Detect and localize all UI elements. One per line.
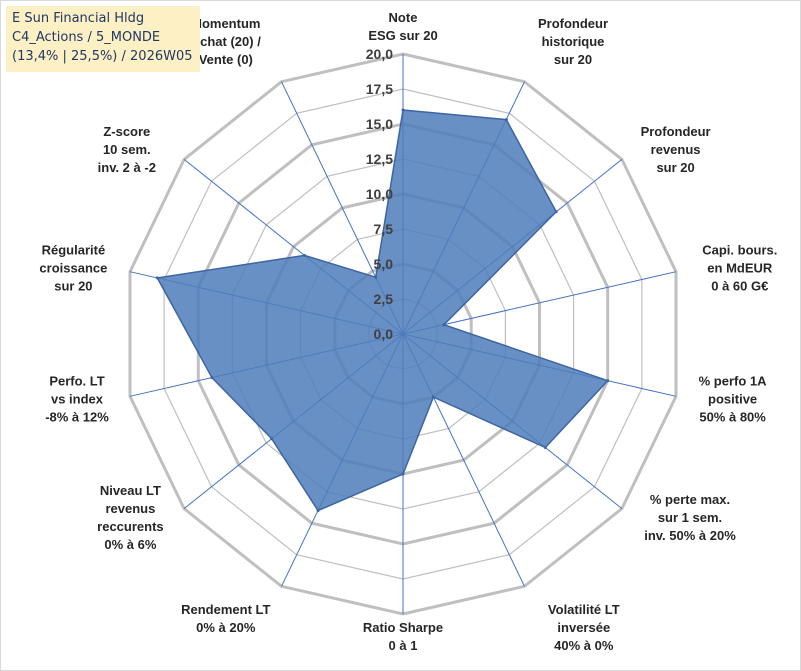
category-label-line: Régularité — [42, 242, 106, 257]
category-label-line: Niveau LT — [100, 483, 161, 498]
series-point-3 — [442, 323, 446, 327]
series-point-0 — [401, 108, 405, 112]
category-label-line: -8% à 12% — [45, 410, 109, 425]
category-label-line: sur 20 — [656, 160, 694, 175]
category-label-line: revenus — [651, 142, 701, 157]
category-label-line: 0 à 1 — [389, 638, 418, 653]
info-title: E Sun Financial Hldg — [12, 11, 145, 26]
category-label-line: ESG sur 20 — [368, 28, 437, 43]
category-label-7: Ratio Sharpe 0 à 1 — [363, 620, 443, 653]
category-label-line: en MdEUR — [707, 260, 773, 275]
category-label-line: Momentum — [191, 16, 260, 31]
category-label-line: vs index — [51, 392, 104, 407]
category-label-line: 0% à 20% — [196, 620, 256, 635]
category-label-line: inv. 2 à -2 — [98, 160, 156, 175]
tick-label-3: 7,5 — [374, 221, 394, 237]
category-label-line: Achat (20) / — [191, 34, 261, 49]
axis-spoke-3 — [402, 271, 677, 335]
category-label-2: Profondeur revenus sur 20 — [641, 124, 711, 175]
series-point-12 — [303, 253, 306, 257]
tick-label-5: 12,5 — [366, 151, 393, 167]
category-label-line: 40% à 0% — [554, 638, 614, 653]
category-label-3: Capi. bours. en MdEUR 0 à 60 G€ — [702, 242, 777, 293]
series-point-4 — [606, 379, 610, 383]
series-point-1 — [504, 118, 508, 122]
category-label-line: 50% à 80% — [699, 410, 766, 425]
category-label-line: Note — [389, 10, 418, 25]
category-label-line: Ratio Sharpe — [363, 620, 443, 635]
category-label-12: Z-score 10 sem. inv. 2 à -2 — [98, 124, 156, 175]
category-label-4: % perfo 1A positive 50% à 80% — [699, 374, 768, 425]
category-label-line: sur 20 — [554, 52, 592, 67]
category-label-6: Volatilité LT inversée 40% à 0% — [548, 602, 620, 653]
series-point-8 — [316, 509, 320, 513]
category-label-1: Profondeur historique sur 20 — [538, 16, 608, 67]
category-label-11: Régularité croissance sur 20 — [39, 242, 107, 293]
info-box: E Sun Financial Hldg C4_Actions / 5_MOND… — [6, 6, 200, 72]
tick-layer: 0,0 2,5 5,0 7,5 10,0 12,5 15,0 17,5 20,0 — [366, 46, 393, 342]
category-label-line: positive — [708, 392, 757, 407]
info-metrics: (13,4% | 25,5%) / 2026W05 — [12, 49, 193, 64]
series-point-9 — [270, 437, 274, 441]
label-layer: Note ESG sur 20 Profondeur historique sur 20… — [39, 10, 777, 653]
category-label-line: revenus — [105, 501, 155, 516]
tick-label-8: 20,0 — [366, 46, 393, 62]
category-label-line: inv. 50% à 20% — [644, 528, 736, 543]
category-label-5: % perte max. sur 1 sem. inv. 50% à 20% — [644, 492, 736, 543]
category-label-line: inversée — [557, 620, 610, 635]
series-point-10 — [210, 376, 214, 380]
category-label-line: sur 20 — [54, 278, 92, 293]
category-label-13: Momentum Achat (20) / Vente (0) — [191, 16, 261, 67]
category-label-line: Profondeur — [641, 124, 711, 139]
category-label-9: Niveau LT revenus reccurents 0% à 6% — [97, 483, 163, 552]
series-point-13 — [374, 275, 378, 279]
category-label-line: % perfo 1A — [699, 374, 768, 389]
category-label-10: Perfo. LT vs index -8% à 12% — [45, 374, 109, 425]
category-label-line: Profondeur — [538, 16, 608, 31]
category-label-line: 0 à 60 G€ — [711, 278, 768, 293]
series-point-11 — [155, 276, 159, 280]
tick-label-7: 17,5 — [366, 81, 393, 97]
category-label-line: Capi. bours. — [702, 242, 777, 257]
category-label-line: Perfo. LT — [49, 374, 104, 389]
category-label-line: Volatilité LT — [548, 602, 620, 617]
tick-label-4: 10,0 — [366, 186, 393, 202]
tick-label-2: 5,0 — [374, 256, 394, 272]
category-label-0: Note ESG sur 20 — [368, 10, 437, 43]
series-point-5 — [543, 446, 547, 449]
tick-label-6: 15,0 — [366, 116, 393, 132]
series-point-7 — [401, 472, 405, 476]
category-label-line: sur 1 sem. — [658, 510, 722, 525]
category-label-line: historique — [542, 34, 605, 49]
category-label-line: Vente (0) — [199, 52, 253, 67]
category-label-line: croissance — [39, 260, 107, 275]
series-layer — [155, 108, 610, 513]
category-label-line: % perte max. — [650, 492, 730, 507]
info-category: C4_Actions / 5_MONDE — [12, 30, 161, 45]
tick-label-1: 2,5 — [374, 291, 394, 307]
category-label-line: Z-score — [103, 124, 150, 139]
series-point-2 — [554, 210, 558, 214]
category-label-line: reccurents — [97, 519, 163, 534]
category-label-line: 10 sem. — [103, 142, 151, 157]
category-label-line: Rendement LT — [181, 602, 270, 617]
category-label-8: Rendement LT 0% à 20% — [181, 602, 270, 635]
tick-label-0: 0,0 — [374, 326, 394, 342]
series-point-6 — [431, 395, 435, 399]
category-label-line: 0% à 6% — [104, 537, 156, 552]
